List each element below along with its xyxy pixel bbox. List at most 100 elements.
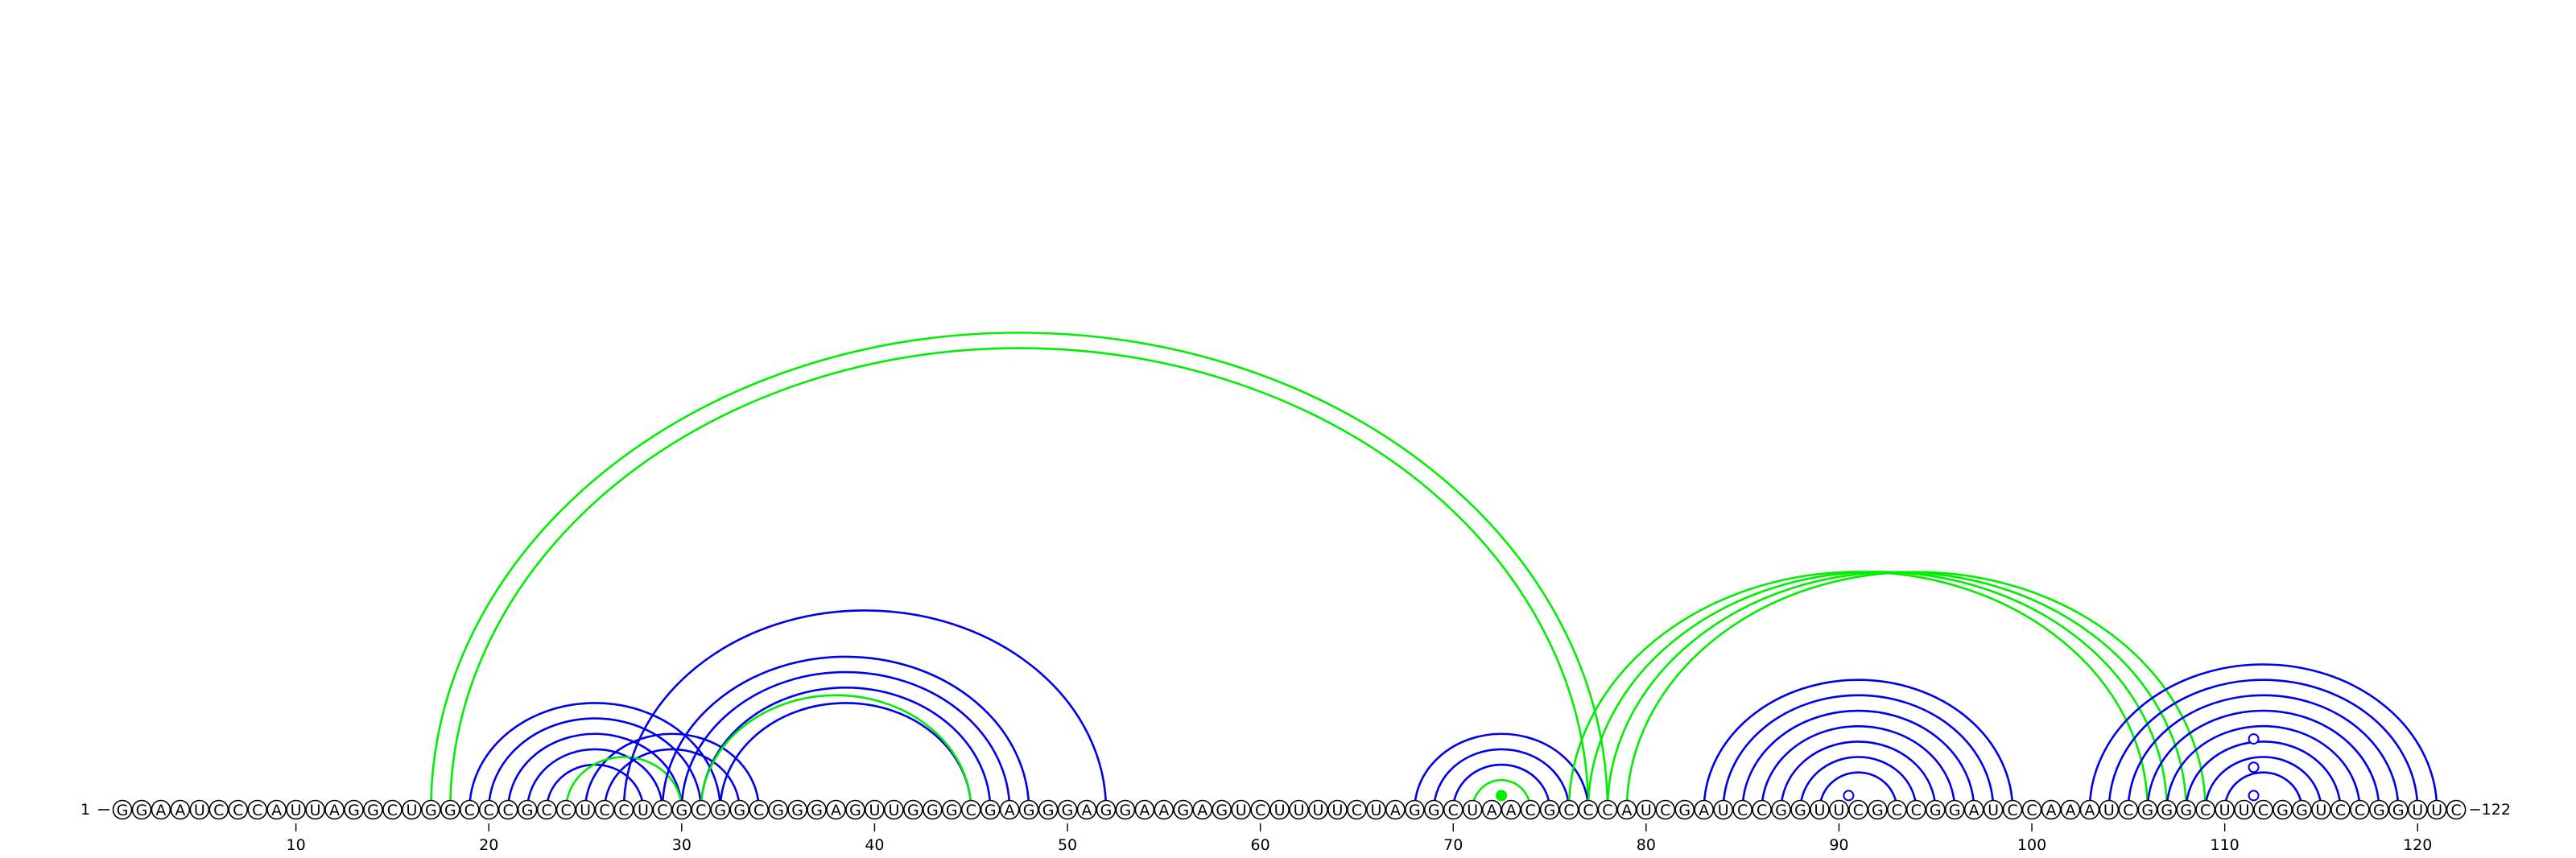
nucleotide-letter: C [1583, 802, 1593, 819]
nucleotide-letter: U [869, 802, 880, 819]
nucleotide-circle [1578, 799, 1599, 820]
nucleotide-letter: U [194, 802, 205, 819]
nucleotide-circle [865, 799, 885, 820]
nucleotide: U [2099, 799, 2120, 820]
nucleotide: C [2330, 799, 2351, 820]
nucleotide-letter: G [907, 802, 919, 819]
nucleotide: G [363, 799, 383, 820]
nucleotide-circle [826, 799, 846, 820]
tick-label: 110 [2211, 836, 2240, 854]
nucleotide-circle [1173, 799, 1194, 820]
nucleotide-letter: C [753, 802, 764, 819]
nucleotide-circle [2137, 799, 2158, 820]
base-pair-arc-24-30 [564, 756, 683, 811]
nucleotide-circle [112, 799, 133, 820]
nucleotide-circle [1481, 799, 1502, 820]
nucleotide-letter: U [2315, 802, 2326, 819]
nucleotide-letter: C [657, 802, 667, 819]
nucleotide-circle [1983, 799, 2004, 820]
nucleotide-letter: G [733, 802, 745, 819]
nucleotide: G [1423, 799, 1444, 820]
nucleotide-letter: A [1506, 802, 1517, 819]
nucleotide-circle [1655, 799, 1676, 820]
nucleotide-circle [324, 799, 345, 820]
nucleotide-circle [1096, 799, 1117, 820]
nucleotide-circle [2446, 799, 2467, 820]
nucleotide-circle [2215, 799, 2235, 820]
nucleotide: G [1790, 799, 1810, 820]
nucleotide: A [1694, 799, 1715, 820]
nucleotide: A [1501, 799, 1521, 820]
nucleotide-circle [344, 799, 364, 820]
nucleotide-circle [2041, 799, 2062, 820]
nucleotide: G [1944, 799, 1965, 820]
nucleotide-circle [768, 799, 788, 820]
nucleotide-circle [1405, 799, 1425, 820]
nucleotide-circle [536, 799, 557, 820]
nucleotide-circle [440, 799, 460, 820]
base-pair-arc-18-77 [449, 347, 1590, 811]
nucleotide-circle [2350, 799, 2370, 820]
nucleotide-letter: C [966, 802, 976, 819]
nucleotide: A [2060, 799, 2081, 820]
nucleotide-circle [1462, 799, 1483, 820]
nucleotide-letter: C [2200, 802, 2211, 819]
nucleotide-letter: G [1100, 802, 1113, 819]
nucleotide: U [575, 799, 596, 820]
nucleotide-circle [1076, 799, 1097, 820]
nucleotide: G [1771, 799, 1791, 820]
nucleotide: U [2234, 799, 2254, 820]
nucleotide: C [1250, 799, 1270, 820]
nucleotide-letter: G [1120, 802, 1132, 819]
nucleotide-letter: G [367, 802, 379, 819]
nucleotide-letter: U [580, 802, 591, 819]
base-pair-arc-19-32 [468, 702, 722, 811]
nucleotide: C [536, 799, 557, 820]
nucleotide-letter: C [2123, 802, 2133, 819]
base-pair-arc-69-76 [1432, 748, 1571, 811]
nucleotide: U [1231, 799, 1251, 820]
nucleotide-circle [594, 799, 615, 820]
nucleotide-letter: G [444, 802, 456, 819]
nucleotide-circle [2002, 799, 2023, 820]
nucleotide: G [344, 799, 364, 820]
nucleotide-circle [459, 799, 480, 820]
nucleotide-letter: C [252, 802, 262, 819]
nucleotide-circle [1963, 799, 1984, 820]
nucleotide-circle [1115, 799, 1136, 820]
nucleotide: U [1636, 799, 1657, 820]
nucleotide: A [2079, 799, 2100, 820]
nucleotide-circle [1308, 799, 1328, 820]
loop-marker [1496, 790, 1508, 802]
nucleotide-circle [1597, 799, 1618, 820]
base-pair-arc-89-93 [1818, 771, 1898, 811]
nucleotide-letter: G [1428, 802, 1440, 819]
nucleotide: G [1173, 799, 1194, 820]
nucleotide-letter: A [831, 802, 841, 819]
nucleotide-circle [1732, 799, 1752, 820]
nucleotide: C [1597, 799, 1618, 820]
nucleotide: C [691, 799, 712, 820]
nucleotide-circle [497, 799, 518, 820]
nucleotide-circle [2176, 799, 2197, 820]
nucleotide-letter: U [406, 802, 417, 819]
nucleotide-letter: G [1678, 802, 1690, 819]
nucleotide: A [1963, 799, 1984, 820]
nucleotide-circle [1771, 799, 1791, 820]
nucleotide-letter: U [1833, 802, 1844, 819]
nucleotide-letter: U [310, 802, 321, 819]
nucleotide-letter: C [1352, 802, 1362, 819]
nucleotide-circle [691, 799, 712, 820]
nucleotide-letter: U [2239, 802, 2250, 819]
nucleotide-circle [787, 799, 807, 820]
base-pair-arc-31-46 [700, 687, 992, 811]
nucleotide-circle [1636, 799, 1657, 820]
nucleotide-letter: G [1062, 802, 1074, 819]
nucleotide: U [286, 799, 306, 820]
nucleotide: U [2311, 799, 2331, 820]
nucleotide: G [729, 799, 750, 820]
nucleotide-circle [2195, 799, 2215, 820]
tick-label: 10 [287, 836, 306, 854]
nucleotide: G [112, 799, 133, 820]
nucleotide-letter: G [791, 802, 803, 819]
